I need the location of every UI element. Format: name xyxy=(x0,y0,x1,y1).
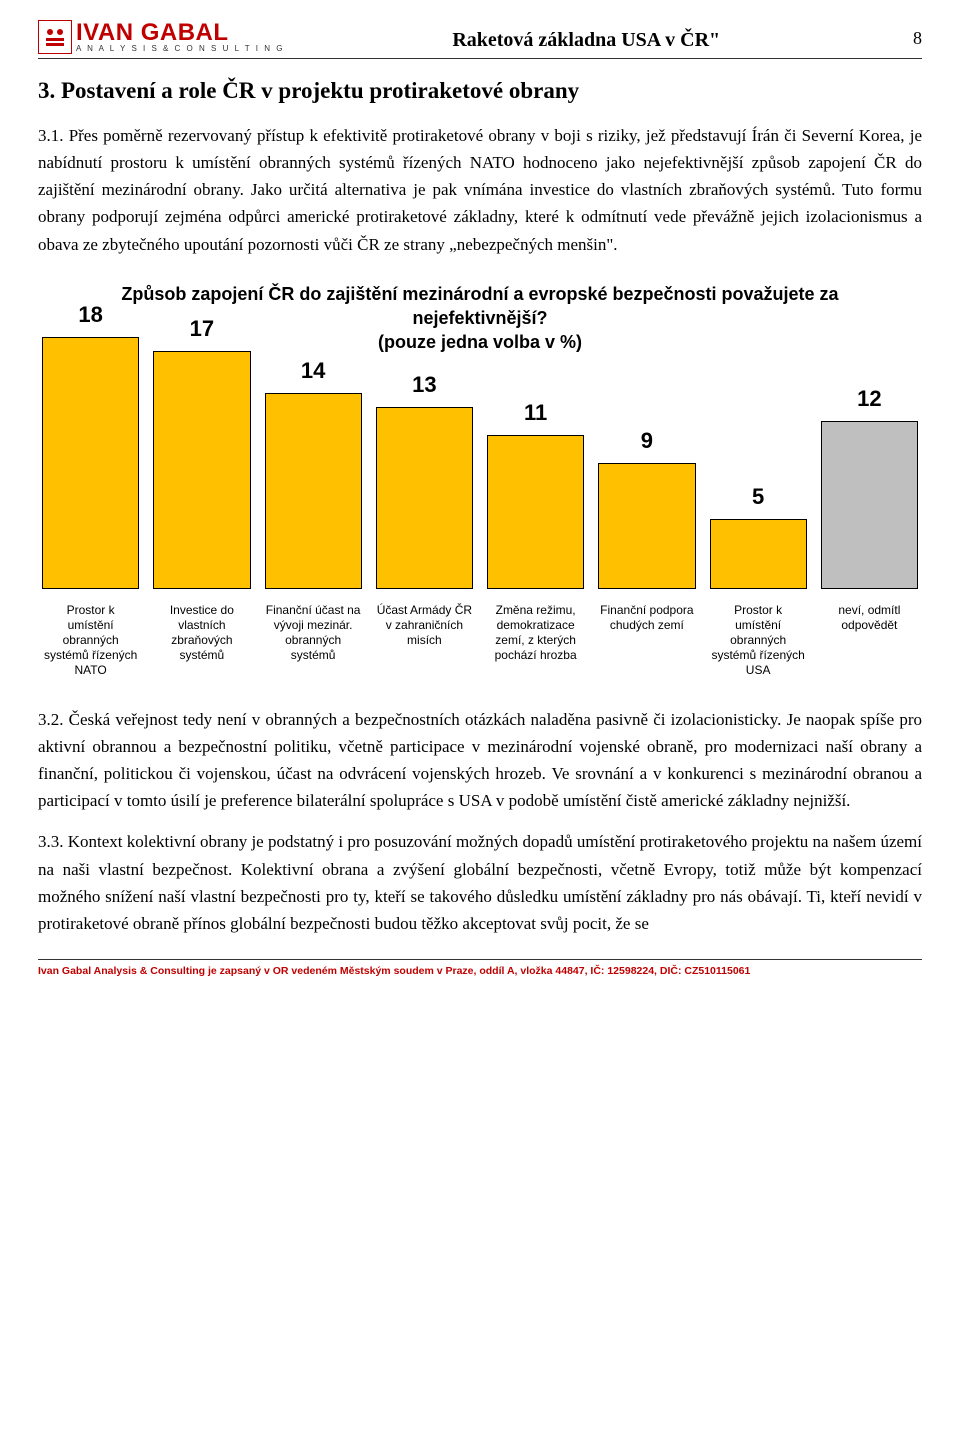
bar-col: 13 xyxy=(376,367,473,588)
bar-category-label: Prostor k umístění obranných systémů říz… xyxy=(42,603,139,678)
bar-category-label: Finanční podpora chudých zemí xyxy=(598,603,695,678)
bar-col: 17 xyxy=(153,311,250,588)
bar-col: 12 xyxy=(821,381,918,588)
logo-name: IVAN GABAL xyxy=(76,21,284,45)
bar-rect xyxy=(598,463,695,589)
document-title: Raketová základna USA v ČR" xyxy=(284,20,888,56)
bar-category-label: Změna režimu, demokratizace zemí, z kter… xyxy=(487,603,584,678)
bar-rect xyxy=(487,435,584,589)
paragraph-3-1: 3.1. Přes poměrně rezervovaný přístup k … xyxy=(38,122,922,258)
bar-chart: Způsob zapojení ČR do zajištění mezináro… xyxy=(38,282,922,678)
paragraph-3-2: 3.2. Česká veřejnost tedy není v obranný… xyxy=(38,706,922,815)
bar-col: 11 xyxy=(487,395,584,588)
bar-rect xyxy=(153,351,250,589)
bar-value-label: 9 xyxy=(641,423,653,458)
logo-block: IVAN GABAL A N A L Y S I S & C O N S U L… xyxy=(38,20,284,54)
bar-value-label: 18 xyxy=(78,297,102,332)
section-heading: 3. Postavení a role ČR v projektu protir… xyxy=(38,73,922,110)
bar-col: 14 xyxy=(265,353,362,588)
chart-title-line2: (pouze jedna volba v %) xyxy=(378,332,582,352)
logo-icon xyxy=(38,20,72,54)
bar-rect xyxy=(710,519,807,589)
bar-category-label: neví, odmítl odpovědět xyxy=(821,603,918,678)
bar-category-label: Prostor k umístění obranných systémů říz… xyxy=(710,603,807,678)
page-number: 8 xyxy=(888,20,922,53)
bar-value-label: 13 xyxy=(412,367,436,402)
page-header: IVAN GABAL A N A L Y S I S & C O N S U L… xyxy=(38,20,922,59)
bar-category-label: Účast Armády ČR v zahraničních misích xyxy=(376,603,473,678)
bar-col: 9 xyxy=(598,423,695,588)
bar-value-label: 11 xyxy=(524,395,547,430)
bar-category-label: Finanční účast na vývoji mezinár. obrann… xyxy=(265,603,362,678)
bar-value-label: 14 xyxy=(301,353,325,388)
bar-rect xyxy=(42,337,139,589)
bar-category-label: Investice do vlastních zbraňových systém… xyxy=(153,603,250,678)
page-footer: Ivan Gabal Analysis & Consulting je zaps… xyxy=(38,959,922,980)
bar-col: 18 xyxy=(42,297,139,588)
bar-rect xyxy=(821,421,918,589)
logo-subtitle: A N A L Y S I S & C O N S U L T I N G xyxy=(76,45,284,53)
bar-rect xyxy=(376,407,473,589)
paragraph-3-3: 3.3. Kontext kolektivní obrany je podsta… xyxy=(38,828,922,937)
chart-labels-row: Prostor k umístění obranných systémů říz… xyxy=(38,603,922,678)
bar-rect xyxy=(265,393,362,589)
bar-value-label: 17 xyxy=(190,311,214,346)
bar-value-label: 12 xyxy=(857,381,881,416)
bar-value-label: 5 xyxy=(752,479,764,514)
bar-col: 5 xyxy=(710,479,807,588)
